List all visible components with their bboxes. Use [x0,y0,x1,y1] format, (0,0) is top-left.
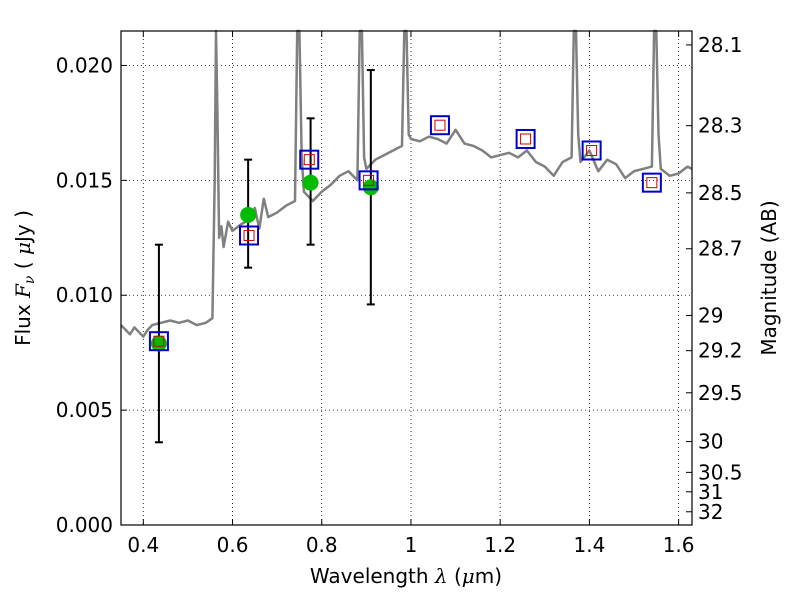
magnitude-tick-label: 28.1 [698,33,743,57]
magnitude-tick-label: 30 [698,430,723,454]
model-box [641,172,662,193]
y-tick-label: 0.010 [56,283,113,307]
model-box-inner [646,177,658,189]
observed-point [302,174,319,191]
magnitude-tick-label: 28.5 [698,181,743,205]
model-box [299,149,320,170]
y-axis-title: Flux Fν ( μJy ) [11,210,38,346]
tick-marks [121,31,692,526]
model-box-inner [434,119,446,131]
model-box [239,225,260,246]
magnitude-axis-title: Magnitude (AB) [757,200,781,355]
x-tick-label: 1 [405,533,418,557]
x-tick-label: 1.2 [484,533,516,557]
model-box [581,140,602,161]
x-tick-label: 0.6 [217,533,249,557]
magnitude-tick-label: 32 [698,500,723,524]
y-tick-label: 0.020 [56,53,113,77]
x-tick-label: 1.4 [573,533,605,557]
model-boxes-layer [148,115,662,352]
model-box-inner [153,335,165,347]
x-tick-label: 1.6 [663,533,695,557]
x-tick-label: 0.4 [127,533,159,557]
model-box-inner [520,133,532,145]
magnitude-tick-label: 28.3 [698,114,743,138]
model-box [148,331,169,352]
magnitude-tick-label: 29.5 [698,381,743,405]
model-box [515,128,536,149]
y-tick-label: 0.015 [56,168,113,192]
plot-frame [120,30,693,526]
magnitude-tick-label: 29 [698,303,723,327]
model-box-inner [586,144,598,156]
magnitude-tick-label: 31 [698,480,723,504]
observed-point [150,335,167,352]
observed-point [240,206,257,223]
y-tick-label: 0.000 [56,513,113,537]
observed-points-layer [150,174,379,352]
model-box [429,115,450,136]
y-tick-label: 0.005 [56,398,113,422]
x-tick-label: 0.8 [306,533,338,557]
magnitude-tick-label: 29.2 [698,339,743,363]
observed-point [362,179,379,196]
model-box-inner [243,229,255,241]
plot-area [121,31,692,525]
magnitude-tick-label: 30.5 [698,460,743,484]
tick-labels: 0.4 0.6 0.8 1 1.2 1.4 1.6 0.000 0.005 0.010 0.015 0… [56,33,743,557]
x-axis-title: Wavelength λ (μm) [310,564,502,588]
model-box-inner [303,154,315,166]
model-box [358,170,379,191]
model-box-inner [363,174,375,186]
magnitude-tick-label: 28.7 [698,237,743,261]
